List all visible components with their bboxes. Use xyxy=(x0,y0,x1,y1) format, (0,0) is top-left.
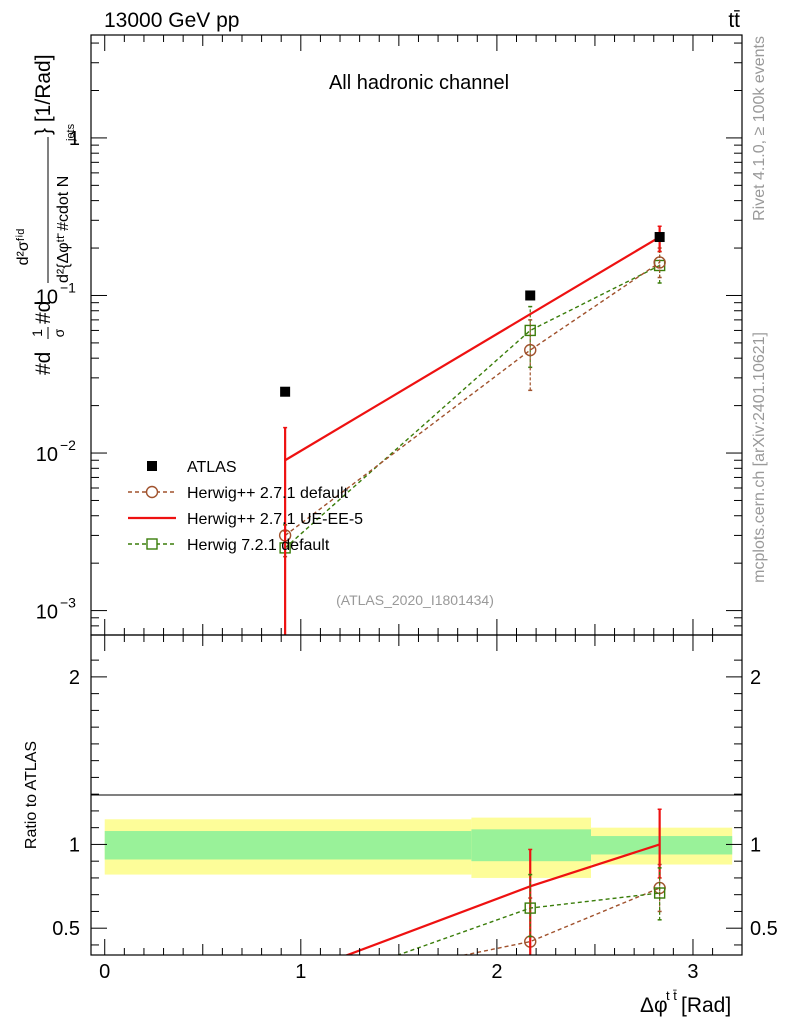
main-series-1-point xyxy=(653,256,666,269)
main-y-axis-label: #d 1 σ #d d²σᶠⁱᵈ d²{Δφᵗᵗ̄ #cdot N jets }… xyxy=(15,54,77,375)
xlabel-base: Δφ xyxy=(640,994,668,1017)
main-series-3-point xyxy=(654,232,665,243)
main-series-1-point xyxy=(524,343,537,357)
band-inner-2 xyxy=(591,836,733,855)
x-axis-label: Δφ t t̄ [Rad] xyxy=(640,988,731,1017)
xlabel-unit: [Rad] xyxy=(681,994,731,1017)
ratio-y-tick-label: 2 xyxy=(69,667,80,689)
energy-label: 13000 GeV pp xyxy=(104,9,239,32)
y-tick-label-exp: −1 xyxy=(60,279,76,295)
ratio-y-tick-label: 0.5 xyxy=(52,918,80,940)
main-series-3-point xyxy=(525,290,536,301)
ratio-uncertainty-bands xyxy=(104,817,733,878)
ylabel-tail: } [1/Rad] xyxy=(32,54,55,135)
legend-label-2: Herwig++ 2.7.1 UE-EE-5 xyxy=(187,511,363,528)
ylabel-frac2-num: d²σᶠⁱᵈ xyxy=(15,229,32,266)
axis-ticks: 10 −310 −210 −110 1 2 30.5 0.51 12 2 xyxy=(36,35,778,983)
ratio-series-2-point xyxy=(524,902,536,914)
xlabel-sup: t t̄ xyxy=(666,988,677,1003)
x-tick-label: 1 xyxy=(295,961,306,983)
ylabel-frac1-num: 1 xyxy=(29,329,45,337)
rivet-version-label: Rivet 4.1.0, ≥ 100k events xyxy=(751,36,768,221)
ratio-panel-marks xyxy=(280,808,666,1000)
source-label: mcplots.cern.ch [arXiv:2401.10621] xyxy=(751,332,768,583)
band-inner-0 xyxy=(104,831,472,860)
ratio-y-tick-label-right: 1 xyxy=(750,834,761,856)
ylabel-lead: #d xyxy=(32,352,55,375)
x-tick-label: 3 xyxy=(687,961,698,983)
ratio-series-0-line xyxy=(461,887,660,955)
x-tick-label: 2 xyxy=(491,961,502,983)
ratio-y-tick-label: 1 xyxy=(69,834,80,856)
x-tick-label: 0 xyxy=(99,961,110,983)
legend-label-0: ATLAS xyxy=(187,459,237,476)
legend-label-3: Herwig 7.2.1 default xyxy=(187,537,330,554)
ratio-series-2-line xyxy=(396,892,660,955)
y-tick-label-exp: −3 xyxy=(60,595,76,611)
main-series-2-line xyxy=(284,236,661,462)
main-series-0-line xyxy=(284,264,660,549)
ratio-y-tick-label-right: 2 xyxy=(750,667,761,689)
y-tick-label: 1 xyxy=(69,128,80,150)
ratio-series-2-point xyxy=(280,990,290,1000)
ylabel-mid: #d xyxy=(32,301,55,324)
legend: ATLAS Herwig++ 2.7.1 default Herwig++ 2.7.… xyxy=(128,459,363,554)
ylabel-frac2-den-sub: jets xyxy=(65,123,77,142)
ratio-series-0-point xyxy=(280,986,291,997)
main-series-3-point xyxy=(280,386,291,397)
chart-title: All hadronic channel xyxy=(329,72,509,94)
ratio-series-2-point xyxy=(653,887,666,899)
analysis-label: (ATLAS_2020_I1801434) xyxy=(336,592,494,608)
ratio-panel-frame xyxy=(90,634,743,956)
y-tick-label-base: 10 xyxy=(36,444,58,466)
process-label: tt̄ xyxy=(728,9,740,32)
ratio-y-axis-label: Ratio to ATLAS xyxy=(23,741,40,849)
ylabel-frac1-den: σ xyxy=(51,328,67,337)
y-tick-label-base: 10 xyxy=(36,602,58,624)
legend-marker-1 xyxy=(145,485,159,499)
main-series-0-point xyxy=(524,324,536,337)
y-tick-label-exp: −2 xyxy=(60,437,76,453)
legend-label-1: Herwig++ 2.7.1 default xyxy=(187,485,349,502)
ylabel-frac2-den: d²{Δφᵗᵗ̄ #cdot N xyxy=(55,176,72,283)
y-tick-label-base: 10 xyxy=(36,286,58,308)
legend-marker-3 xyxy=(146,538,158,550)
main-panel-marks xyxy=(278,225,666,635)
ratio-y-tick-label-right: 0.5 xyxy=(750,918,778,940)
legend-marker-0 xyxy=(147,461,157,471)
